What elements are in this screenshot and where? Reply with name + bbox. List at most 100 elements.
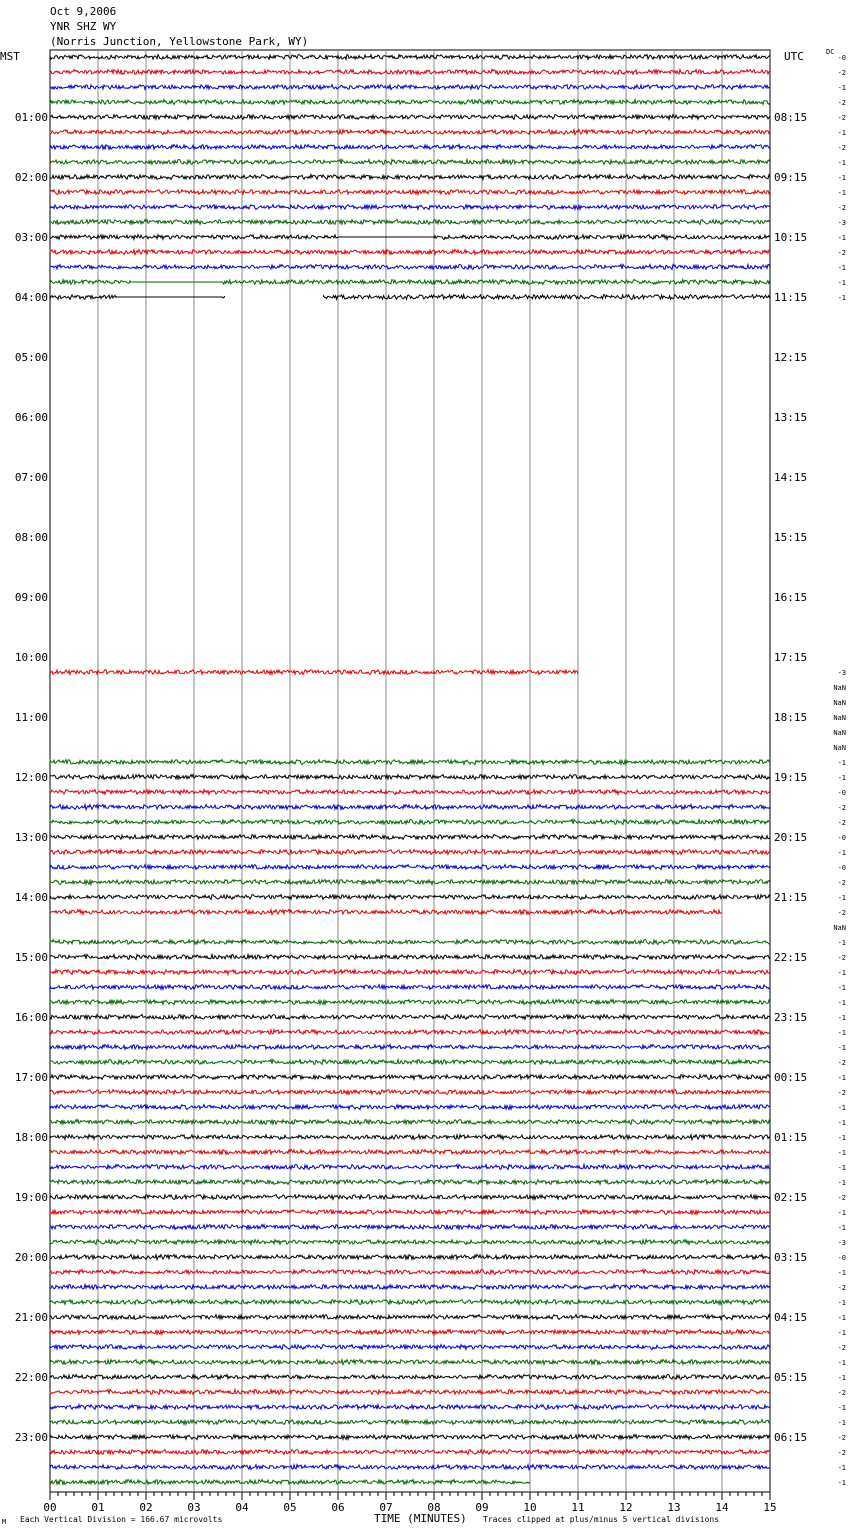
seismic-trace xyxy=(433,232,771,242)
seismic-trace xyxy=(49,1223,771,1232)
dc-offset-label: -1 xyxy=(838,1329,846,1337)
seismic-trace xyxy=(49,262,771,271)
x-tick-label: 05 xyxy=(283,1501,296,1514)
seismic-trace xyxy=(49,127,771,137)
dc-offset-label: NaN xyxy=(833,699,846,707)
left-hour-label: 10:00 xyxy=(15,651,48,664)
x-axis-label: TIME (MINUTES) xyxy=(374,1512,467,1525)
right-hour-label: 14:15 xyxy=(774,471,807,484)
seismic-trace xyxy=(222,277,771,286)
left-hour-label: 21:00 xyxy=(15,1311,48,1324)
dc-offset-label: -1 xyxy=(838,849,846,857)
left-hour-label: 13:00 xyxy=(15,831,48,844)
seismic-trace xyxy=(49,1387,771,1396)
right-hour-label: 22:15 xyxy=(774,951,807,964)
left-hour-label: 06:00 xyxy=(15,411,48,424)
dc-offset-label: -0 xyxy=(838,1254,846,1262)
seismic-trace xyxy=(49,1282,771,1291)
seismic-trace xyxy=(49,172,771,182)
seismic-trace xyxy=(49,1448,771,1457)
seismic-trace xyxy=(49,983,771,992)
seismic-trace xyxy=(49,188,771,197)
x-tick-label: 11 xyxy=(571,1501,584,1514)
dc-offset-label: -2 xyxy=(838,1344,846,1352)
right-hour-label: 19:15 xyxy=(774,771,807,784)
x-tick-label: 06 xyxy=(331,1501,344,1514)
seismic-trace xyxy=(49,233,339,242)
dc-offset-label: -1 xyxy=(838,1104,846,1112)
right-hour-label: 11:15 xyxy=(774,291,807,304)
dc-offset-label: -2 xyxy=(838,819,846,827)
seismic-trace xyxy=(49,203,771,212)
right-hour-label: 16:15 xyxy=(774,591,807,604)
left-hour-label: 03:00 xyxy=(15,231,48,244)
dc-offset-label: -1 xyxy=(838,279,846,287)
seismic-trace xyxy=(49,1478,531,1487)
seismic-trace xyxy=(49,1148,770,1157)
x-tick-label: 13 xyxy=(667,1501,680,1514)
dc-offset-label: -3 xyxy=(838,669,846,677)
right-hour-label: 02:15 xyxy=(774,1191,807,1204)
dc-offset-label: -1 xyxy=(838,1404,846,1412)
x-tick-label: 00 xyxy=(43,1501,56,1514)
dc-offset-label: -1 xyxy=(838,84,846,92)
seismic-trace xyxy=(49,53,771,62)
right-hour-label: 01:15 xyxy=(774,1131,807,1144)
dc-offset-label: -2 xyxy=(838,1449,846,1457)
seismic-trace xyxy=(49,97,771,107)
corner-mark: M xyxy=(2,1518,7,1526)
x-tick-label: 02 xyxy=(139,1501,152,1514)
dc-offset-label: -1 xyxy=(838,1464,846,1472)
dc-offset-label: -0 xyxy=(838,834,846,842)
seismic-trace xyxy=(49,1013,771,1022)
seismic-trace xyxy=(49,1268,771,1276)
seismic-trace xyxy=(49,1433,771,1442)
left-hour-label: 18:00 xyxy=(15,1131,48,1144)
seismic-trace xyxy=(49,1162,771,1171)
dc-offset-label: -1 xyxy=(838,1044,846,1052)
seismic-trace xyxy=(49,1088,771,1097)
seismic-trace xyxy=(49,1418,771,1427)
dc-offset-label: -1 xyxy=(838,894,846,902)
dc-offset-label: -1 xyxy=(838,1149,846,1157)
seismic-trace xyxy=(49,847,771,857)
left-hour-label: 17:00 xyxy=(15,1071,48,1084)
dc-offset-label: -1 xyxy=(838,264,846,272)
seismic-trace xyxy=(49,787,771,797)
dc-offset-label: -0 xyxy=(838,54,846,62)
left-hour-label: 20:00 xyxy=(15,1251,48,1264)
left-hour-label: 19:00 xyxy=(15,1191,48,1204)
seismic-trace xyxy=(49,668,579,677)
right-hour-label: 06:15 xyxy=(774,1431,807,1444)
dc-offset-label: -1 xyxy=(838,1419,846,1427)
dc-offset-label: -1 xyxy=(838,1164,846,1172)
seismic-trace xyxy=(49,892,771,902)
dc-offset-label: -2 xyxy=(838,144,846,152)
dc-offset-label: NaN xyxy=(833,714,846,722)
seismic-trace xyxy=(49,907,723,917)
right-timezone-label: UTC xyxy=(784,50,804,63)
seismic-trace xyxy=(49,1043,771,1051)
x-tick-label: 14 xyxy=(715,1501,729,1514)
seismic-trace xyxy=(49,82,771,92)
left-hour-label: 16:00 xyxy=(15,1011,48,1024)
right-hour-label: 13:15 xyxy=(774,411,807,424)
seismic-trace xyxy=(49,1402,771,1412)
right-hour-label: 05:15 xyxy=(774,1371,807,1384)
dc-offset-label: -1 xyxy=(838,129,846,137)
x-tick-label: 12 xyxy=(619,1501,632,1514)
seismic-trace xyxy=(49,1297,771,1307)
left-hour-label: 08:00 xyxy=(15,531,48,544)
seismic-trace xyxy=(323,292,771,302)
seismic-trace xyxy=(49,1118,771,1127)
x-tick-label: 07 xyxy=(379,1501,392,1514)
dc-offset-label: -2 xyxy=(838,1059,846,1067)
dc-offset-label: -1 xyxy=(838,1014,846,1022)
dc-offset-label: -1 xyxy=(838,1299,846,1307)
seismic-trace xyxy=(49,113,771,122)
right-hour-label: 03:15 xyxy=(774,1251,807,1264)
dc-offset-label: -1 xyxy=(838,1134,846,1142)
left-hour-label: 09:00 xyxy=(15,591,48,604)
right-hour-label: 17:15 xyxy=(774,651,807,664)
